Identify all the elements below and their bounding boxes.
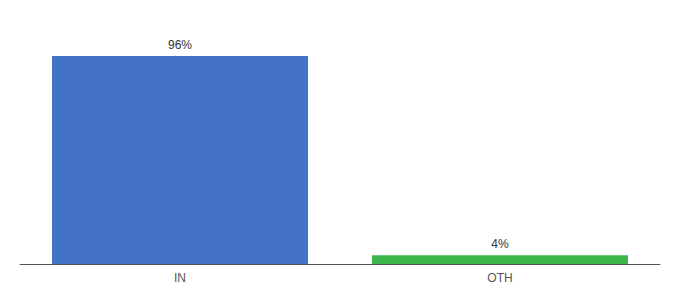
svg-text:4%: 4% [491, 237, 509, 251]
svg-text:96%: 96% [168, 38, 192, 52]
svg-text:OTH: OTH [487, 271, 512, 285]
svg-text:IN: IN [174, 271, 186, 285]
